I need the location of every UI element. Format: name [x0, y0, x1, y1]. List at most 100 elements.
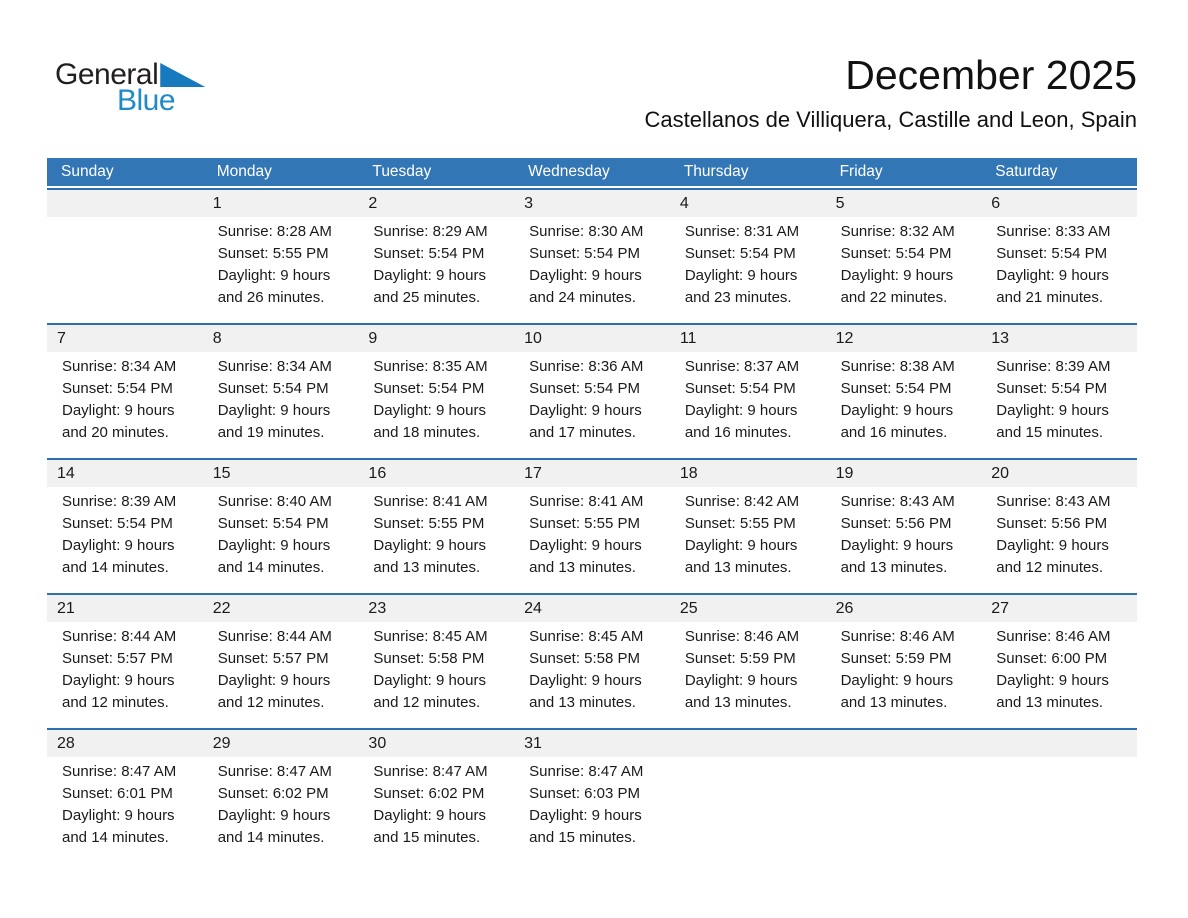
sunrise-line: Sunrise: 8:46 AM	[996, 628, 1111, 645]
day-details: Sunrise: 8:34 AM Sunset: 5:54 PM Daylight:…	[203, 352, 359, 444]
sunset-line: Sunset: 5:54 PM	[62, 515, 173, 532]
day-number-band: 20	[981, 460, 1137, 487]
day-cell-20: 20 Sunrise: 8:43 AM Sunset: 5:56 PM Dayligh…	[981, 460, 1137, 593]
day-cell-28: 28 Sunrise: 8:47 AM Sunset: 6:01 PM Dayligh…	[47, 730, 203, 863]
day-number-band: 30	[358, 730, 515, 757]
day-number: 1	[212, 194, 222, 212]
daylight-line-2: and 18 minutes.	[373, 424, 481, 441]
sunset-line: Sunset: 5:54 PM	[684, 245, 796, 262]
day-number-band: 31	[514, 730, 670, 757]
day-number-band: 19	[825, 460, 982, 487]
day-number-band: 16	[358, 460, 515, 487]
sunset-line: Sunset: 6:01 PM	[62, 785, 173, 802]
day-details: Sunrise: 8:32 AM Sunset: 5:54 PM Daylight:…	[826, 217, 982, 309]
day-number: 22	[212, 599, 231, 617]
sunrise-line: Sunrise: 8:31 AM	[684, 223, 800, 240]
daylight-line-2: and 15 minutes.	[996, 424, 1104, 441]
sunrise-line: Sunrise: 8:45 AM	[373, 628, 488, 645]
daylight-line-1: Daylight: 9 hours	[373, 672, 486, 689]
day-number-band: 9	[358, 325, 515, 352]
day-number: 10	[524, 329, 542, 347]
day-cell-empty	[47, 190, 203, 323]
day-cell-6: 6 Sunrise: 8:33 AM Sunset: 5:54 PM Daylight…	[981, 190, 1137, 323]
day-number: 11	[679, 329, 697, 347]
day-cell-9: 9 Sunrise: 8:35 AM Sunset: 5:54 PM Daylight…	[358, 325, 515, 458]
day-number: 28	[57, 734, 75, 752]
daylight-line-1: Daylight: 9 hours	[684, 402, 798, 419]
day-details: Sunrise: 8:47 AM Sunset: 6:02 PM Daylight:…	[358, 757, 514, 849]
day-details: Sunrise: 8:41 AM Sunset: 5:55 PM Daylight:…	[358, 487, 514, 579]
day-details	[47, 217, 203, 221]
day-cell-4: 4 Sunrise: 8:31 AM Sunset: 5:54 PM Daylight…	[669, 190, 826, 323]
day-details: Sunrise: 8:39 AM Sunset: 5:54 PM Daylight:…	[981, 352, 1137, 444]
day-cell-26: 26 Sunrise: 8:46 AM Sunset: 5:59 PM Dayligh…	[825, 595, 982, 728]
day-number: 17	[524, 464, 542, 482]
daylight-line-1: Daylight: 9 hours	[217, 267, 331, 284]
day-details: Sunrise: 8:45 AM Sunset: 5:58 PM Daylight:…	[358, 622, 514, 714]
day-details: Sunrise: 8:35 AM Sunset: 5:54 PM Daylight:…	[358, 352, 514, 444]
daylight-line-2: and 13 minutes.	[684, 694, 792, 711]
day-number-band	[981, 730, 1137, 757]
day-details: Sunrise: 8:34 AM Sunset: 5:54 PM Daylight:…	[47, 352, 203, 444]
sunset-line: Sunset: 5:54 PM	[373, 245, 485, 262]
daylight-line-2: and 14 minutes.	[217, 829, 325, 846]
day-number: 29	[212, 734, 231, 752]
daylight-line-1: Daylight: 9 hours	[529, 402, 642, 419]
day-details: Sunrise: 8:46 AM Sunset: 5:59 PM Daylight:…	[826, 622, 982, 714]
day-details: Sunrise: 8:46 AM Sunset: 6:00 PM Daylight:…	[981, 622, 1137, 714]
day-number-band: 15	[202, 460, 359, 487]
sunset-line: Sunset: 5:54 PM	[529, 245, 641, 262]
sunset-line: Sunset: 5:58 PM	[373, 650, 485, 667]
weeks-container: 1 Sunrise: 8:28 AM Sunset: 5:55 PM Daylight…	[47, 188, 1137, 863]
daylight-line-2: and 14 minutes.	[62, 559, 169, 576]
daylight-line-2: and 17 minutes.	[529, 424, 636, 441]
daylight-line-1: Daylight: 9 hours	[529, 267, 642, 284]
day-details: Sunrise: 8:29 AM Sunset: 5:54 PM Daylight:…	[358, 217, 514, 309]
day-number: 16	[368, 464, 387, 482]
sunrise-line: Sunrise: 8:33 AM	[996, 223, 1111, 240]
day-details: Sunrise: 8:45 AM Sunset: 5:58 PM Daylight:…	[514, 622, 670, 714]
daylight-line-2: and 12 minutes.	[996, 559, 1104, 576]
day-number-band: 2	[358, 190, 515, 217]
weekday-header-tuesday: Tuesday	[372, 163, 432, 180]
daylight-line-1: Daylight: 9 hours	[217, 402, 331, 419]
daylight-line-1: Daylight: 9 hours	[996, 267, 1109, 284]
sunset-line: Sunset: 6:02 PM	[217, 785, 329, 802]
day-details: Sunrise: 8:43 AM Sunset: 5:56 PM Daylight:…	[981, 487, 1137, 579]
day-cell-29: 29 Sunrise: 8:47 AM Sunset: 6:02 PM Dayligh…	[202, 730, 359, 863]
day-details: Sunrise: 8:43 AM Sunset: 5:56 PM Daylight:…	[826, 487, 982, 579]
daylight-line-1: Daylight: 9 hours	[684, 672, 798, 689]
daylight-line-1: Daylight: 9 hours	[684, 267, 798, 284]
day-details: Sunrise: 8:47 AM Sunset: 6:02 PM Daylight:…	[203, 757, 359, 849]
day-cell-21: 21 Sunrise: 8:44 AM Sunset: 5:57 PM Dayligh…	[47, 595, 203, 728]
day-cell-17: 17 Sunrise: 8:41 AM Sunset: 5:55 PM Dayligh…	[514, 460, 670, 593]
weekday-header-row: Sunday Monday Tuesday Wednesday Thursday Frid…	[47, 158, 1137, 186]
week-row-4: 21 Sunrise: 8:44 AM Sunset: 5:57 PM Dayligh…	[47, 593, 1137, 728]
sunset-line: Sunset: 5:55 PM	[684, 515, 796, 532]
daylight-line-2: and 12 minutes.	[62, 694, 169, 711]
daylight-line-1: Daylight: 9 hours	[62, 807, 175, 824]
week-row-3: 14 Sunrise: 8:39 AM Sunset: 5:54 PM Dayligh…	[47, 458, 1137, 593]
daylight-line-2: and 21 minutes.	[996, 289, 1104, 306]
day-details: Sunrise: 8:28 AM Sunset: 5:55 PM Daylight:…	[203, 217, 359, 309]
day-number: 18	[679, 464, 698, 482]
day-details: Sunrise: 8:47 AM Sunset: 6:03 PM Daylight:…	[514, 757, 670, 849]
daylight-line-2: and 13 minutes.	[529, 559, 636, 576]
sunset-line: Sunset: 5:54 PM	[217, 380, 329, 397]
daylight-line-2: and 13 minutes.	[684, 559, 792, 576]
day-details: Sunrise: 8:33 AM Sunset: 5:54 PM Daylight:…	[981, 217, 1137, 309]
title-block: December 2025 Castellanos de Villiquera,…	[645, 52, 1137, 134]
day-number: 14	[57, 464, 75, 482]
day-number-band: 26	[825, 595, 982, 622]
day-number-band: 8	[202, 325, 359, 352]
day-cell-10: 10 Sunrise: 8:36 AM Sunset: 5:54 PM Dayligh…	[514, 325, 670, 458]
day-cell-empty	[825, 730, 982, 863]
week-row-5: 28 Sunrise: 8:47 AM Sunset: 6:01 PM Dayligh…	[47, 728, 1137, 863]
sunset-line: Sunset: 5:54 PM	[996, 245, 1108, 262]
sunrise-line: Sunrise: 8:44 AM	[62, 628, 177, 645]
day-number: 2	[368, 194, 378, 212]
daylight-line-2: and 16 minutes.	[840, 424, 948, 441]
day-number: 12	[835, 329, 854, 347]
daylight-line-2: and 15 minutes.	[529, 829, 636, 846]
sunrise-line: Sunrise: 8:41 AM	[373, 493, 488, 510]
